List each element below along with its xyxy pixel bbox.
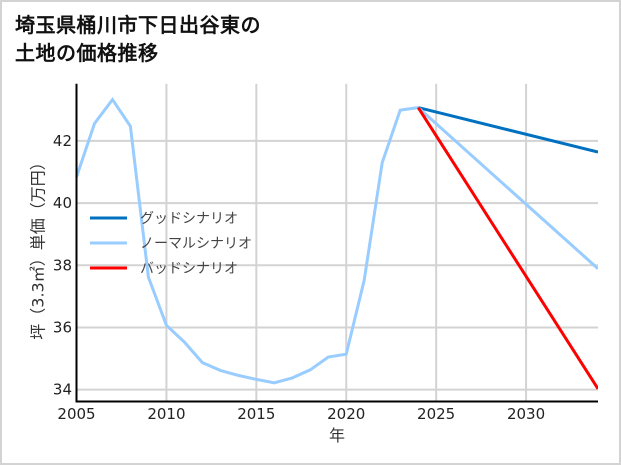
axes-spines (75, 83, 598, 403)
x-axis-ticks: 2005 2010 2015 2020 2025 2030 (57, 405, 545, 423)
y-tick-label: 36 (53, 318, 72, 336)
chart-title: 埼玉県桶川市下日出谷東の 土地の価格推移 (15, 11, 261, 67)
series-line-normal (75, 97, 598, 385)
legend-label-good: グッドシナリオ (140, 211, 238, 227)
series-lines (75, 97, 598, 390)
x-tick-label: 2005 (57, 405, 95, 423)
x-tick-label: 2030 (507, 405, 545, 423)
y-tick-label: 38 (53, 256, 72, 274)
y-tick-label: 40 (53, 194, 72, 212)
y-tick-label: 34 (53, 381, 72, 399)
x-axis-label: 年 (329, 426, 345, 445)
y-axis-ticks: 34 36 38 40 42 (53, 132, 72, 399)
legend: グッドシナリオ ノーマルシナリオ バッドシナリオ (90, 211, 252, 277)
y-tick-label: 42 (53, 132, 72, 150)
x-tick-label: 2010 (147, 405, 185, 423)
chart-title-line-1: 埼玉県桶川市下日出谷東の (15, 13, 261, 37)
legend-label-bad: バッドシナリオ (140, 261, 238, 277)
x-tick-label: 2020 (327, 405, 365, 423)
gridlines (76, 83, 598, 402)
chart-title-line-2: 土地の価格推移 (15, 41, 159, 65)
series-line-good (417, 106, 598, 154)
x-tick-label: 2015 (237, 405, 275, 423)
legend-item-normal: ノーマルシナリオ (90, 236, 252, 252)
x-tick-label: 2025 (417, 405, 455, 423)
legend-item-bad: バッドシナリオ (90, 261, 238, 277)
y-axis-label: 坪（3.3㎡）単価（万円） (29, 154, 48, 339)
series-line-bad (416, 106, 598, 390)
legend-label-normal: ノーマルシナリオ (140, 236, 252, 252)
legend-item-good: グッドシナリオ (90, 211, 238, 227)
